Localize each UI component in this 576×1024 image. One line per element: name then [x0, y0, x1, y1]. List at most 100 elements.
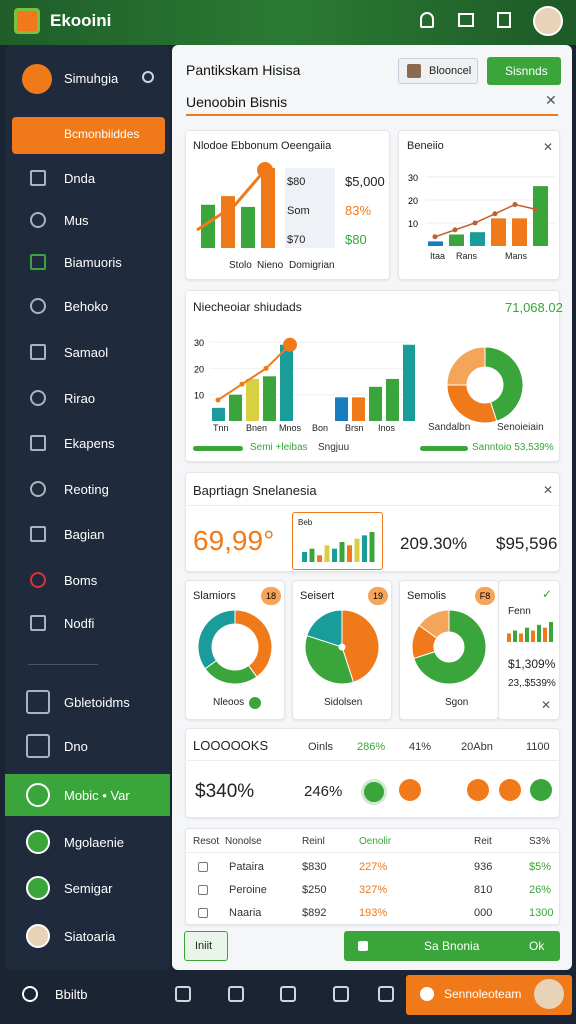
menu-item[interactable]: Dnda: [64, 171, 96, 186]
table-header: Reinl: [302, 836, 325, 847]
stat: 209.30%: [400, 534, 468, 553]
bar: [386, 378, 399, 421]
bar: [354, 538, 360, 562]
menu-item[interactable]: Gbletoidms: [64, 695, 130, 710]
point: [283, 337, 297, 352]
menu-icon: [30, 615, 46, 631]
donut-slice: [413, 609, 487, 685]
table-cell: 193%: [359, 907, 388, 919]
stat: 246%: [304, 783, 343, 800]
close[interactable]: ✕: [545, 92, 557, 108]
donut-label: Sandalbn: [428, 422, 471, 433]
menu-icon: [30, 298, 46, 314]
menu-item[interactable]: Mobic • Var: [64, 788, 130, 803]
button-label: Sa Bnonia: [424, 939, 480, 953]
card-title: Fenn: [508, 606, 531, 617]
menu-item[interactable]: Ekapens: [64, 436, 115, 451]
chart: [304, 609, 380, 685]
x-label: Inos: [378, 423, 396, 433]
menu-item[interactable]: Boms: [64, 573, 98, 588]
stat-label: Som: [287, 205, 310, 217]
icon: [497, 12, 511, 28]
checkbox[interactable]: [198, 885, 208, 895]
mini-box: [292, 512, 383, 570]
page-title: Pantikskam Hisisa: [186, 62, 301, 78]
action-button[interactable]: Sisnnds: [487, 57, 561, 85]
menu-item[interactable]: Behoko: [64, 299, 109, 314]
icon: [22, 986, 38, 1002]
logo-icon: [14, 8, 40, 34]
x-label: Brsn: [345, 423, 364, 433]
card-title: Baprtiagn Snelanesia: [193, 483, 317, 498]
chart: [411, 609, 487, 685]
card-title: Nlodoe Ebbonum Oeengaiia: [193, 140, 332, 152]
mini-title: Beb: [298, 518, 313, 527]
close[interactable]: ✕: [543, 140, 554, 154]
checkbox[interactable]: [198, 862, 208, 872]
stat: $1,309%: [508, 657, 556, 671]
button[interactable]: Sa Bnonia Ok: [344, 931, 560, 961]
bar: [352, 397, 365, 421]
donut-slice: [306, 609, 343, 647]
menu-item[interactable]: Samaol: [64, 345, 109, 360]
y-tick-label: 30: [408, 173, 418, 183]
bar: [309, 548, 315, 562]
line: [434, 203, 536, 238]
table-cell: Pataira: [229, 861, 264, 873]
menu-item[interactable]: Biamuoris: [64, 255, 122, 270]
marker: [257, 162, 273, 178]
nav-icon[interactable]: [175, 986, 191, 1002]
icon: [358, 941, 368, 951]
active-item[interactable]: Bcmonbiiddes: [12, 117, 165, 154]
point: [432, 234, 438, 240]
point: [215, 397, 221, 403]
bar: [507, 633, 511, 642]
nav-icon[interactable]: [280, 986, 296, 1002]
legend-bar: [193, 446, 243, 451]
checkbox[interactable]: [198, 908, 208, 918]
chart: 10 20 30: [408, 173, 555, 246]
bar: [362, 535, 367, 562]
icon: [458, 13, 474, 27]
column: 41%: [409, 741, 432, 753]
chart: [446, 346, 524, 424]
icon: [420, 987, 434, 1001]
menu-item[interactable]: Siatoaria: [64, 929, 116, 944]
nav-icon[interactable]: [378, 986, 394, 1002]
table-cell: 810: [474, 884, 493, 896]
bottom-button[interactable]: Sennoleoteam: [406, 975, 572, 1015]
card-title: Niecheoiar shiudads: [193, 300, 302, 314]
search-button[interactable]: [142, 71, 154, 83]
close[interactable]: ✕: [541, 698, 552, 712]
menu-item[interactable]: Nodfi: [64, 616, 95, 631]
menu-icon: [30, 435, 46, 451]
menu-item[interactable]: Reoting: [64, 482, 109, 497]
donut-slice: [446, 384, 498, 424]
menu-item[interactable]: Semigar: [64, 881, 113, 896]
status-dot: [530, 779, 552, 801]
bar: [513, 630, 517, 642]
button[interactable]: Iniit: [184, 931, 228, 961]
donut-slice: [234, 609, 273, 678]
avatar[interactable]: [533, 6, 563, 36]
column: 20Abn: [461, 741, 493, 753]
menu-item[interactable]: Dno: [64, 739, 88, 754]
x-label: Stolo: [229, 260, 252, 271]
nav-icon[interactable]: [333, 986, 349, 1002]
column: 286%: [357, 741, 386, 753]
point: [452, 227, 458, 233]
trend-line: [196, 169, 267, 232]
point: [263, 365, 269, 371]
menu-item[interactable]: Bagian: [64, 527, 105, 542]
close[interactable]: ✕: [543, 483, 554, 497]
menu-item[interactable]: Mgolaenie: [64, 835, 124, 850]
menu-item[interactable]: Mus: [64, 213, 89, 228]
nav-icon[interactable]: [228, 986, 244, 1002]
menu-item[interactable]: Rirao: [64, 391, 96, 406]
card-title: Semolis: [407, 590, 447, 602]
top-bar: [0, 0, 576, 45]
user-button[interactable]: Blooncel: [398, 58, 478, 84]
bar: [543, 627, 547, 642]
bar: [317, 555, 322, 562]
